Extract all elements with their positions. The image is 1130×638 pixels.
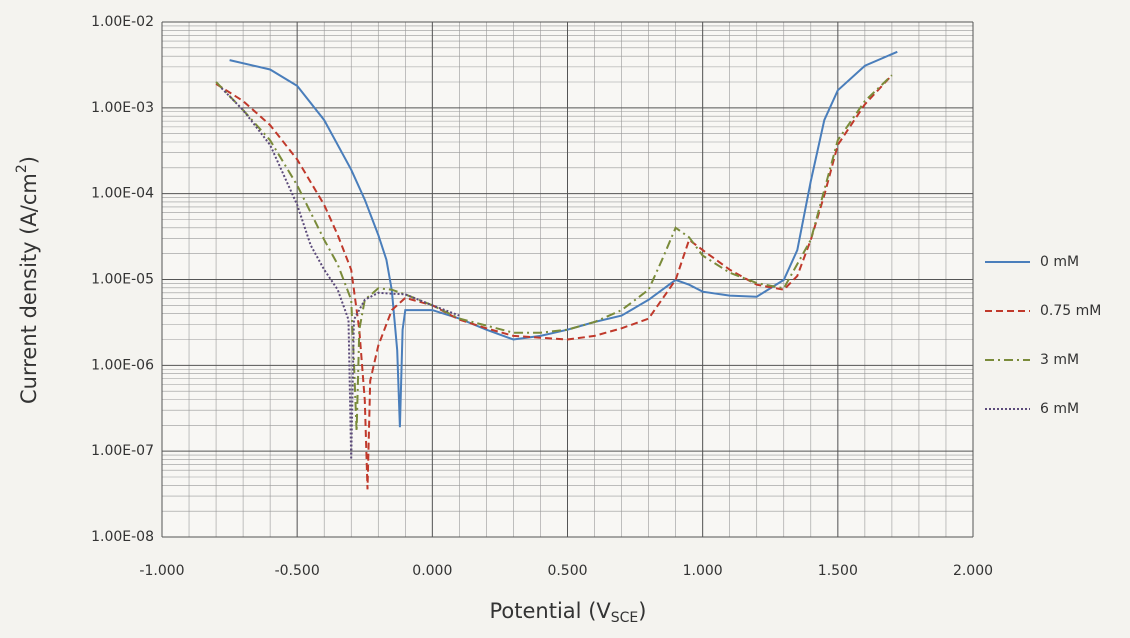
series-line bbox=[215, 74, 893, 432]
x-tick-label: 1.000 bbox=[683, 563, 723, 579]
y-tick-label: 1.00E-08 bbox=[91, 529, 154, 545]
y-axis-title-end: ) bbox=[17, 156, 41, 164]
x-tick-label: -0.500 bbox=[275, 563, 320, 579]
x-axis-title-end: ) bbox=[638, 599, 646, 623]
y-axis-title-sup: 2 bbox=[14, 164, 30, 173]
x-tick-label: 0.000 bbox=[412, 563, 452, 579]
legend-label: 0 mM bbox=[1040, 254, 1079, 270]
y-tick-label: 1.00E-04 bbox=[91, 186, 154, 202]
legend-label: 0.75 mM bbox=[1040, 303, 1101, 319]
x-axis-title-text: Potential (V bbox=[490, 599, 612, 623]
y-tick-label: 1.00E-05 bbox=[91, 272, 154, 288]
x-tick-label: -1.000 bbox=[139, 563, 184, 579]
y-tick-label: 1.00E-07 bbox=[91, 443, 154, 459]
y-tick-label: 1.00E-03 bbox=[91, 100, 154, 116]
legend-label: 3 mM bbox=[1040, 352, 1079, 368]
y-axis-title-text: Current density (A/cm bbox=[17, 173, 41, 404]
x-axis-title-sub: SCE bbox=[611, 610, 639, 626]
legend-label: 6 mM bbox=[1040, 401, 1079, 417]
x-tick-label: 1.500 bbox=[818, 563, 858, 579]
series-line bbox=[220, 87, 460, 460]
y-tick-label: 1.00E-02 bbox=[91, 14, 154, 30]
y-tick-label: 1.00E-06 bbox=[91, 357, 154, 373]
x-tick-label: 0.500 bbox=[547, 563, 587, 579]
x-tick-label: 2.000 bbox=[953, 563, 993, 579]
x-axis-title: Potential (VSCE) bbox=[490, 599, 647, 626]
y-axis-title: Current density (A/cm2) bbox=[14, 156, 41, 404]
series-line bbox=[215, 74, 893, 490]
